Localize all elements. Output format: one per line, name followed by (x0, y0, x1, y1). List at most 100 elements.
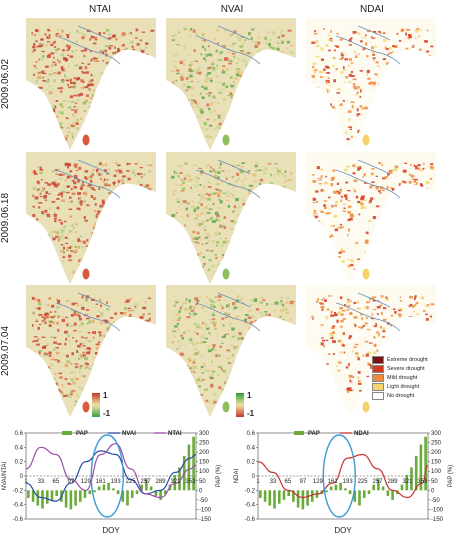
x-tick-label: 225 (358, 479, 369, 485)
map-pixel (333, 89, 338, 93)
map-pixel (181, 199, 184, 202)
map-pixel (285, 311, 290, 315)
map-pixel (352, 221, 356, 223)
map-pixel (74, 363, 79, 365)
map-pixel (242, 59, 246, 62)
map-pixel (230, 344, 235, 347)
map-pixel (334, 228, 339, 232)
map-pixel (102, 314, 104, 317)
map-pixel (53, 213, 58, 217)
map-pixel (327, 344, 330, 347)
map-pixel (426, 37, 430, 41)
map-pixel (56, 381, 58, 384)
map-pixel (216, 188, 220, 191)
map-pixel (54, 212, 56, 215)
map-pixel (409, 164, 412, 166)
map-pixel (221, 82, 224, 84)
map-pixel (357, 86, 359, 89)
right-tick-label: 100 (199, 469, 210, 475)
map-pixel (354, 334, 359, 337)
map-pixel (48, 366, 50, 369)
map-pixel (54, 105, 57, 109)
map-pixel (200, 38, 204, 41)
map-pixel (316, 206, 318, 210)
map-pixel (371, 338, 374, 341)
map-pixel (63, 246, 66, 250)
map-pixel (217, 81, 222, 83)
map-pixel (325, 336, 328, 340)
map-pixel (290, 300, 295, 303)
map-pixel (426, 50, 430, 53)
map-pixel (86, 317, 90, 320)
map-pixel (147, 188, 151, 190)
map-pixel (317, 298, 319, 301)
map-pixel (94, 38, 98, 41)
map-pixel (343, 69, 346, 71)
map-pixel (128, 163, 131, 165)
map-pixel (102, 60, 105, 62)
map-pixel (315, 351, 318, 354)
map-pixel (362, 38, 365, 40)
map-pixel (337, 225, 339, 229)
map-pixel (353, 172, 358, 175)
map-pixel (325, 316, 329, 320)
map-pixel (77, 200, 82, 202)
map-pixel (380, 326, 382, 329)
map-pixel (262, 299, 266, 301)
scalebar-ntai-top-label: 1 (103, 391, 108, 400)
map-pixel (331, 193, 335, 196)
map-pixel (214, 232, 218, 236)
map-river (195, 159, 261, 199)
map-pixel (407, 34, 412, 37)
map-pixel (75, 49, 78, 52)
map-pixel (73, 77, 77, 79)
map-pixel (207, 345, 210, 349)
map-pixel (80, 322, 84, 325)
map-pixel (78, 386, 82, 389)
map-pixel (332, 169, 336, 172)
map-pixel (330, 71, 333, 73)
map-pixel (330, 310, 333, 314)
map-pixel (228, 305, 230, 308)
map-pixel (259, 311, 263, 315)
map-pixel (195, 176, 197, 179)
map-pixel (203, 332, 207, 335)
map-pixel (217, 171, 221, 174)
map-pixel (61, 29, 64, 33)
map-pixel (134, 173, 137, 177)
map-pixel (206, 134, 210, 138)
map-pixel (84, 176, 87, 179)
map-pixel (77, 180, 80, 183)
map-pixel (345, 197, 348, 200)
map-pixel (312, 174, 315, 176)
map-pixel (373, 314, 377, 317)
map-pixel (215, 296, 217, 299)
map-sea-east (350, 49, 436, 150)
map-pixel (203, 368, 206, 372)
map-pixel (176, 69, 180, 72)
map-pixel (35, 79, 38, 83)
map-pixel (183, 177, 187, 180)
map-pixel (201, 96, 205, 99)
map-pixel (224, 57, 229, 61)
map-pixel (66, 35, 70, 39)
map-pixel (421, 316, 423, 319)
map-pixel (67, 166, 69, 169)
map-pixel (334, 204, 337, 207)
map-pixel (372, 216, 377, 220)
map-pixel (250, 299, 253, 301)
right-axis-label: PAP (%) (216, 465, 222, 487)
map-pixel (101, 199, 105, 203)
map-pixel (35, 298, 38, 301)
map-pixel (342, 237, 347, 240)
map-pixel (331, 92, 334, 96)
map-pixel (348, 73, 352, 77)
map-pixel (206, 118, 210, 121)
map-pixel (189, 69, 194, 73)
map-pixel (45, 352, 48, 355)
map-river (335, 25, 401, 65)
map-pixel (38, 46, 41, 49)
map-pixel (426, 29, 429, 32)
map-pixel (217, 365, 222, 369)
map-pixel (249, 52, 253, 55)
